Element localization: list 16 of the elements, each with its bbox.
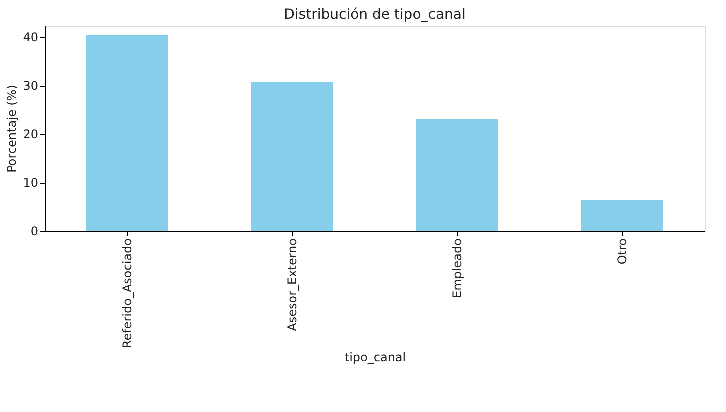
y-axis-title: Porcentaje (%): [5, 85, 20, 173]
x-tick-label: Otro: [616, 238, 630, 265]
bar: [582, 200, 664, 231]
bar: [252, 82, 334, 231]
x-tick-label: Asesor_Externo: [286, 238, 300, 332]
y-tick-label: 0: [30, 224, 38, 238]
x-tick-label: Referido_Asociado: [120, 238, 134, 349]
bar: [416, 120, 498, 231]
chart-title: Distribución de tipo_canal: [284, 7, 466, 23]
x-axis-title: tipo_canal: [344, 350, 406, 365]
y-tick-label: 10: [23, 176, 38, 190]
y-tick-label: 20: [23, 128, 38, 142]
bar: [86, 35, 168, 231]
y-tick-label: 40: [23, 30, 38, 45]
x-tick-label: Empleado: [450, 238, 464, 298]
y-tick-label: 30: [23, 79, 38, 94]
